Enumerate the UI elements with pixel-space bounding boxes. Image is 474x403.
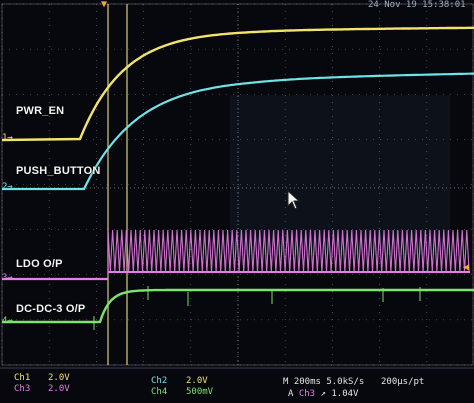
channel-3-marker[interactable]: 3→ (2, 273, 13, 283)
channel-3-marker-number: 3 (2, 273, 8, 283)
mouse-pointer-icon (287, 190, 301, 210)
trigger-slope-icon: ↗ (320, 389, 326, 399)
status-ch3-name: Ch3 (14, 384, 31, 394)
trace-push-button (2, 72, 474, 191)
trace-dcdc3 (2, 288, 474, 324)
trigger-level-icon[interactable]: ◀ (463, 262, 470, 273)
channel-label-dcdc3-op: DC-DC-3 O/P (16, 303, 86, 315)
channel-2-marker-number: 2 (2, 182, 8, 192)
resolution-readout: 200μs/pt (381, 377, 425, 387)
trace-pwr-en (1, 26, 474, 142)
status-ch3-scale: 2.0V (48, 384, 70, 394)
trigger-level: 1.04V (331, 389, 359, 399)
trigger-readout: A Ch3 ↗ 1.04V (288, 389, 358, 399)
trace-ldo-oscillation (107, 229, 470, 276)
trigger-position-icon[interactable]: ▼ (101, 0, 108, 10)
channel-1-marker[interactable]: 1→ (2, 133, 13, 143)
trigger-channel: Ch3 (298, 389, 316, 399)
channel-4-marker[interactable]: 4→ (2, 316, 13, 326)
timestamp: 24 Nov 19 15:38:01 (368, 0, 466, 10)
channel-label-pwr-en: PWR_EN (16, 105, 65, 117)
status-ch1-scale: 2.0V (48, 373, 70, 383)
channel-4-marker-number: 4 (2, 316, 8, 326)
status-ch4-name: Ch4 (151, 387, 168, 397)
status-ch2-scale: 2.0V (186, 376, 208, 386)
status-ch4-scale: 500mV (186, 387, 214, 397)
channel-1-marker-number: 1 (2, 133, 8, 143)
status-ch1-name: Ch1 (14, 373, 31, 383)
grid-frame (1, 3, 474, 366)
status-ch2-name: Ch2 (151, 376, 168, 386)
timebase-readout: M 200ms 5.0kS/s (283, 377, 365, 387)
channel-label-push-button: PUSH_BUTTON (16, 165, 101, 177)
screen-reflection (230, 95, 450, 255)
trigger-prefix: A (288, 389, 294, 399)
channel-2-marker[interactable]: 2→ (2, 182, 13, 192)
channel-label-ldo-op: LDO O/P (16, 258, 63, 270)
